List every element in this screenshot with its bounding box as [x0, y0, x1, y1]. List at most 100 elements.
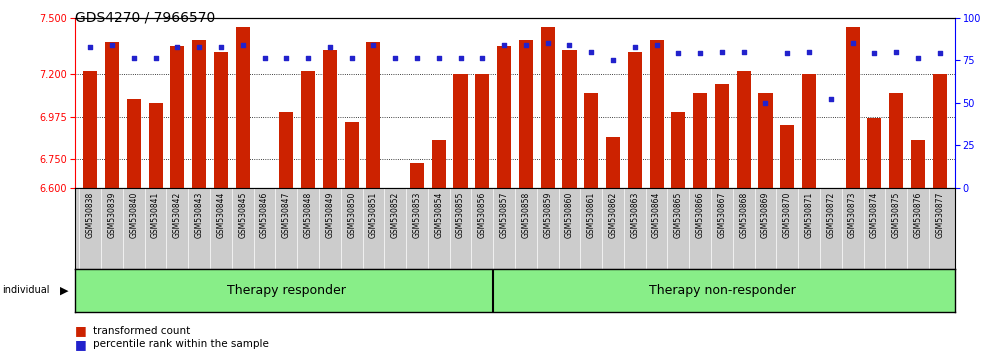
Text: GDS4270 / 7966570: GDS4270 / 7966570 [75, 11, 215, 25]
Bar [715, 84, 729, 188]
Text: GSM530876: GSM530876 [913, 192, 922, 238]
Text: GSM530841: GSM530841 [151, 192, 160, 238]
Point [474, 56, 490, 61]
Bar [432, 141, 446, 188]
Point [169, 44, 185, 50]
Point [627, 44, 643, 50]
Text: GSM530867: GSM530867 [717, 192, 726, 238]
Text: Therapy non-responder: Therapy non-responder [649, 284, 795, 297]
Bar [628, 52, 642, 188]
Point [866, 51, 882, 56]
Text: GSM530858: GSM530858 [521, 192, 530, 238]
Bar [671, 112, 685, 188]
Text: GSM530873: GSM530873 [848, 192, 857, 238]
Text: GSM530859: GSM530859 [543, 192, 552, 238]
Point [649, 42, 665, 48]
Text: GSM530848: GSM530848 [304, 192, 313, 238]
Text: GSM530842: GSM530842 [173, 192, 182, 238]
Bar [911, 141, 925, 188]
Text: GSM530854: GSM530854 [434, 192, 443, 238]
Text: GSM530856: GSM530856 [478, 192, 487, 238]
Text: GSM530855: GSM530855 [456, 192, 465, 238]
Text: GSM530845: GSM530845 [238, 192, 247, 238]
Text: percentile rank within the sample: percentile rank within the sample [93, 339, 269, 349]
Point [213, 44, 229, 50]
Point [191, 44, 207, 50]
Text: transformed count: transformed count [93, 326, 190, 336]
Text: GSM530862: GSM530862 [609, 192, 618, 238]
Point [344, 56, 360, 61]
Text: GSM530849: GSM530849 [325, 192, 334, 238]
Bar [410, 163, 424, 188]
Point [365, 42, 381, 48]
Bar [758, 93, 773, 188]
Text: GSM530875: GSM530875 [892, 192, 901, 238]
Text: GSM530860: GSM530860 [565, 192, 574, 238]
Text: ■: ■ [75, 338, 87, 350]
Text: GSM530843: GSM530843 [195, 192, 204, 238]
Bar [562, 50, 577, 188]
Bar [453, 74, 468, 188]
Bar [737, 70, 751, 188]
Bar [236, 27, 250, 188]
Bar [867, 118, 881, 188]
Text: individual: individual [2, 285, 50, 295]
Text: ▶: ▶ [60, 285, 68, 295]
Point [736, 49, 752, 55]
Point [278, 56, 294, 61]
Point [431, 56, 447, 61]
Point [910, 56, 926, 61]
Bar [366, 42, 380, 188]
Point [714, 49, 730, 55]
Point [322, 44, 338, 50]
Point [670, 51, 686, 56]
Point [605, 57, 621, 63]
Point [757, 100, 773, 105]
Point [583, 49, 599, 55]
Text: GSM530868: GSM530868 [739, 192, 748, 238]
Bar [301, 70, 315, 188]
Bar [388, 188, 402, 203]
Point [692, 51, 708, 56]
Text: GSM530853: GSM530853 [412, 192, 421, 238]
Point [387, 56, 403, 61]
Text: GSM530838: GSM530838 [86, 192, 95, 238]
Text: GSM530851: GSM530851 [369, 192, 378, 238]
Bar [519, 40, 533, 188]
Text: GSM530852: GSM530852 [391, 192, 400, 238]
Bar [323, 50, 337, 188]
Point [823, 96, 839, 102]
Text: GSM530840: GSM530840 [129, 192, 138, 238]
Point [148, 56, 164, 61]
Text: GSM530847: GSM530847 [282, 192, 291, 238]
Text: GSM530861: GSM530861 [587, 192, 596, 238]
Bar [149, 103, 163, 188]
Text: Therapy responder: Therapy responder [227, 284, 346, 297]
Bar [693, 93, 707, 188]
Text: GSM530870: GSM530870 [783, 192, 792, 238]
Bar [345, 121, 359, 188]
Point [409, 56, 425, 61]
Text: GSM530865: GSM530865 [674, 192, 683, 238]
Point [126, 56, 142, 61]
Bar [650, 40, 664, 188]
Point [235, 42, 251, 48]
Bar [192, 40, 206, 188]
Point [888, 49, 904, 55]
Point [300, 56, 316, 61]
Bar [780, 125, 794, 188]
Point [932, 51, 948, 56]
Point [104, 42, 120, 48]
Point [779, 51, 795, 56]
Text: GSM530850: GSM530850 [347, 192, 356, 238]
Text: GSM530864: GSM530864 [652, 192, 661, 238]
Text: GSM530857: GSM530857 [500, 192, 509, 238]
Bar [105, 42, 119, 188]
Text: GSM530874: GSM530874 [870, 192, 879, 238]
Point [540, 40, 556, 46]
Bar [127, 99, 141, 188]
Text: GSM530866: GSM530866 [696, 192, 705, 238]
Text: GSM530844: GSM530844 [216, 192, 225, 238]
Point [453, 56, 469, 61]
Bar [606, 137, 620, 188]
